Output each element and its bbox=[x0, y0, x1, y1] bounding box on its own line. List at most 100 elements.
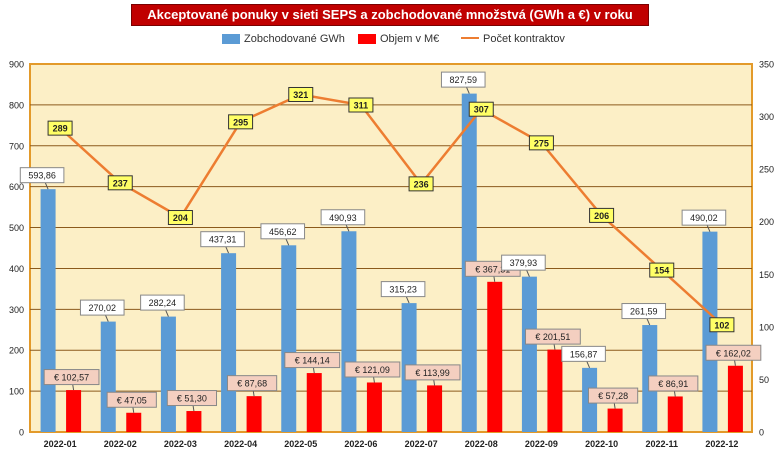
count-marker bbox=[528, 135, 554, 151]
data-label-gwh-label: 456,62 bbox=[269, 227, 297, 237]
data-label-gwh-label: 593,86 bbox=[28, 171, 56, 181]
count-label: 289 bbox=[53, 124, 68, 134]
data-label-gwh-label: 827,59 bbox=[449, 75, 477, 85]
count-label: 311 bbox=[354, 101, 369, 111]
bar-gwh bbox=[281, 245, 297, 432]
bar-eur bbox=[246, 396, 262, 432]
y-left-tick-label: 300 bbox=[9, 305, 24, 315]
data-label-gwh-label: 379,93 bbox=[510, 258, 538, 268]
y-left-tick-label: 400 bbox=[9, 264, 24, 274]
count-marker bbox=[167, 210, 193, 226]
count-label: 206 bbox=[594, 211, 609, 221]
data-label-eur-label: € 57,28 bbox=[598, 391, 628, 401]
data-label-eur-label: € 87,68 bbox=[237, 379, 267, 389]
bar-gwh bbox=[40, 189, 56, 432]
chart-title: Akceptované ponuky v sieti SEPS a zobcho… bbox=[131, 4, 649, 42]
data-label-eur-box bbox=[106, 391, 157, 408]
data-label-eur-box bbox=[525, 328, 581, 345]
count-marker bbox=[589, 207, 615, 223]
bar-eur bbox=[667, 396, 683, 432]
data-label-eur-box bbox=[648, 375, 699, 392]
data-label-gwh-label: 282,24 bbox=[149, 298, 177, 308]
count-label: 236 bbox=[414, 179, 429, 189]
data-label-gwh-box bbox=[380, 281, 426, 298]
x-tick-label: 2022-02 bbox=[104, 439, 137, 449]
bar-eur bbox=[607, 408, 623, 432]
data-label-eur-box bbox=[344, 361, 401, 378]
legend-swatch-count bbox=[461, 37, 479, 40]
count-label: 204 bbox=[173, 213, 188, 223]
data-label-eur-label: € 367,31 bbox=[475, 264, 510, 274]
y-right-tick-label: 0 bbox=[759, 428, 764, 438]
y-right-tick-label: 350 bbox=[759, 60, 774, 70]
data-label-eur-label: € 47,05 bbox=[117, 395, 147, 405]
bar-eur bbox=[366, 382, 382, 432]
y-right-tick-label: 300 bbox=[759, 112, 774, 122]
data-label-gwh-box bbox=[501, 254, 546, 271]
y-left-tick-label: 500 bbox=[9, 223, 24, 233]
count-marker bbox=[649, 262, 675, 278]
count-marker bbox=[348, 97, 374, 113]
y-left-tick-label: 100 bbox=[9, 387, 24, 397]
legend-label-eur: Objem v M€ bbox=[380, 33, 440, 45]
x-tick-label: 2022-06 bbox=[344, 439, 377, 449]
data-label-gwh-box bbox=[561, 345, 606, 362]
data-label-gwh-box bbox=[140, 294, 185, 311]
data-label-gwh-box bbox=[440, 71, 486, 88]
y-right-tick-label: 250 bbox=[759, 165, 774, 175]
y-left-tick-label: 600 bbox=[9, 182, 24, 192]
data-label-eur-label: € 102,57 bbox=[54, 373, 89, 383]
data-label-eur-label: € 121,09 bbox=[355, 365, 390, 375]
data-label-eur-box bbox=[43, 369, 100, 386]
y-left-tick-label: 200 bbox=[9, 346, 24, 356]
data-label-eur-box bbox=[404, 364, 461, 381]
x-tick-label: 2022-03 bbox=[164, 439, 197, 449]
y-right-tick-label: 50 bbox=[759, 375, 769, 385]
count-label: 275 bbox=[534, 138, 549, 148]
data-label-eur-label: € 51,30 bbox=[177, 394, 207, 404]
data-label-gwh-label: 270,02 bbox=[88, 303, 116, 313]
bar-eur bbox=[186, 411, 202, 432]
count-marker bbox=[288, 86, 314, 102]
y-left-tick-label: 0 bbox=[19, 428, 24, 438]
y-right-tick-label: 100 bbox=[759, 322, 774, 332]
count-label: 237 bbox=[113, 178, 128, 188]
bar-eur bbox=[727, 365, 743, 432]
legend-swatch-gwh bbox=[222, 34, 240, 45]
bar-gwh bbox=[100, 321, 116, 432]
data-label-eur-label: € 86,91 bbox=[658, 379, 688, 389]
y-left-tick-label: 800 bbox=[9, 100, 24, 110]
legend: Zobchodované GWh Objem v M€ Počet kontra… bbox=[0, 33, 782, 49]
data-label-eur-label: € 201,51 bbox=[535, 332, 570, 342]
legend-item-count: Počet kontraktov bbox=[461, 33, 565, 45]
bar-eur bbox=[487, 281, 503, 432]
bar-eur bbox=[126, 412, 142, 432]
legend-item-gwh: Zobchodované GWh bbox=[222, 33, 345, 45]
count-marker bbox=[228, 114, 254, 130]
data-label-gwh-box bbox=[19, 167, 65, 184]
count-label: 321 bbox=[293, 90, 308, 100]
x-tick-label: 2022-04 bbox=[224, 439, 257, 449]
data-label-gwh-box bbox=[320, 209, 366, 226]
data-label-gwh-box bbox=[260, 223, 306, 240]
count-marker bbox=[709, 317, 735, 333]
count-label: 154 bbox=[654, 266, 669, 276]
count-label: 307 bbox=[474, 105, 489, 115]
bar-eur bbox=[66, 390, 82, 432]
legend-swatch-eur bbox=[358, 34, 376, 45]
count-marker bbox=[468, 101, 494, 117]
data-label-eur-box bbox=[226, 375, 278, 392]
data-label-gwh-box bbox=[621, 303, 667, 320]
count-marker bbox=[408, 176, 434, 192]
bar-gwh bbox=[160, 316, 176, 432]
count-marker bbox=[47, 120, 73, 136]
data-label-eur-label: € 162,02 bbox=[716, 348, 751, 358]
data-label-eur-box bbox=[284, 352, 341, 369]
x-tick-label: 2022-07 bbox=[405, 439, 438, 449]
bar-eur bbox=[306, 373, 322, 432]
legend-label-count: Počet kontraktov bbox=[483, 33, 565, 45]
data-label-gwh-label: 261,59 bbox=[630, 307, 658, 317]
y-left-tick-label: 900 bbox=[9, 60, 24, 70]
x-tick-label: 2022-10 bbox=[585, 439, 618, 449]
